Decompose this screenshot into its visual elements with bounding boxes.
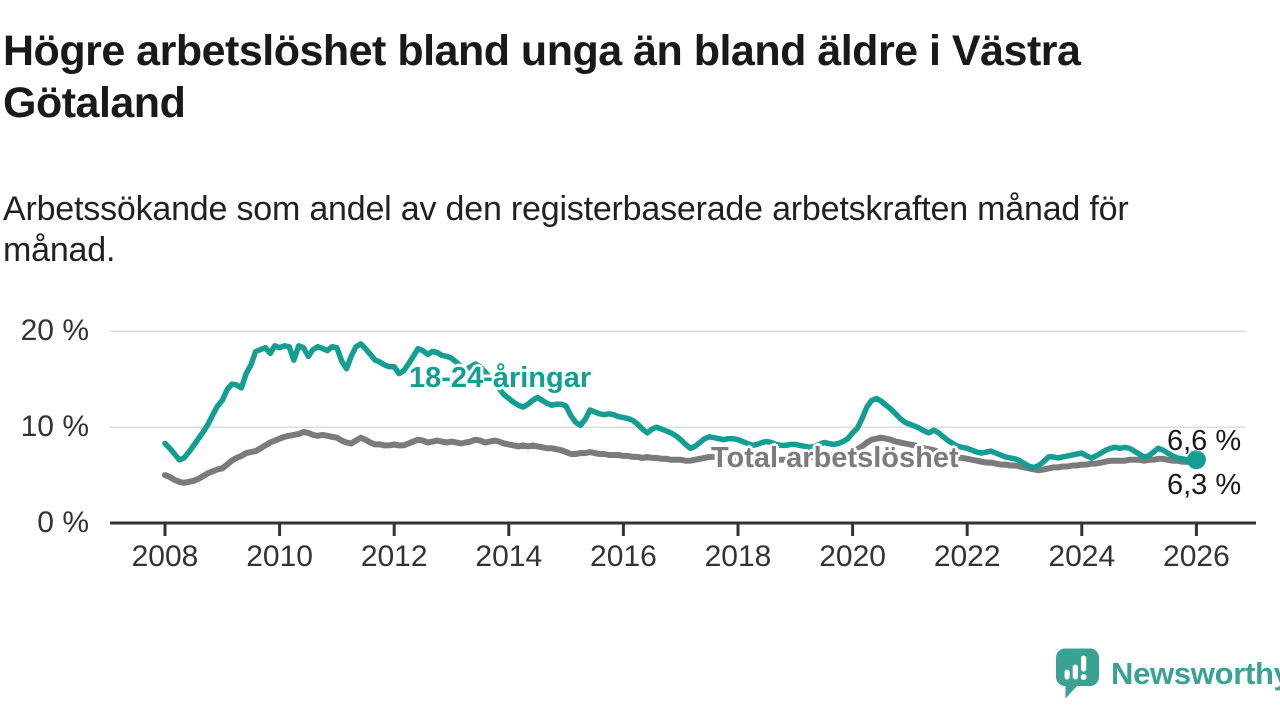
page-subtitle-line1: Arbetssökande som andel av den registerb… [3,190,1129,228]
y-axis-tick-label: 10 % [20,410,89,444]
total-unemployment-line [162,429,1200,486]
newsworthy-logo-text: Newsworthy [1111,655,1280,691]
x-axis-tick-label: 2018 [704,540,772,573]
page-title-line2: Götaland [3,79,186,127]
x-axis-tick-label: 2024 [1048,540,1116,573]
youth-line-end-dot [1186,450,1206,470]
newsworthy-logo: Newsworthy [1054,647,1280,700]
total-end-value-label: 6,3 % [1167,469,1242,501]
page-subtitle-line2: månad. [3,231,116,269]
youth-series-label: 18-24-åringar [409,362,592,394]
x-axis-tick-label: 2016 [590,540,657,573]
x-axis-tick-label: 2014 [475,540,543,573]
x-axis-tick-label: 2008 [131,540,199,573]
page-title: Högre arbetslöshet bland unga än bland ä… [3,25,1278,129]
x-axis-tick-label: 2026 [1163,540,1230,573]
x-axis-tick-label: 2012 [360,540,428,573]
youth-end-value-label: 6,6 % [1167,425,1242,457]
x-axis-tick-label: 2020 [819,540,886,573]
page-title-line1: Högre arbetslöshet bland unga än bland ä… [3,27,1081,75]
y-axis-tick-label: 20 % [20,314,89,348]
x-axis-tick-label: 2010 [246,540,313,573]
x-axis-tick-label: 2022 [933,540,1001,573]
speech-bubble-bar-chart-icon [1056,648,1099,699]
total-series-label: Total arbetslöshet [711,442,959,474]
page-subtitle: Arbetssökande som andel av den registerb… [3,189,1273,271]
youth-unemployment-line [162,341,1200,471]
y-axis-tick-label: 0 % [37,506,89,539]
